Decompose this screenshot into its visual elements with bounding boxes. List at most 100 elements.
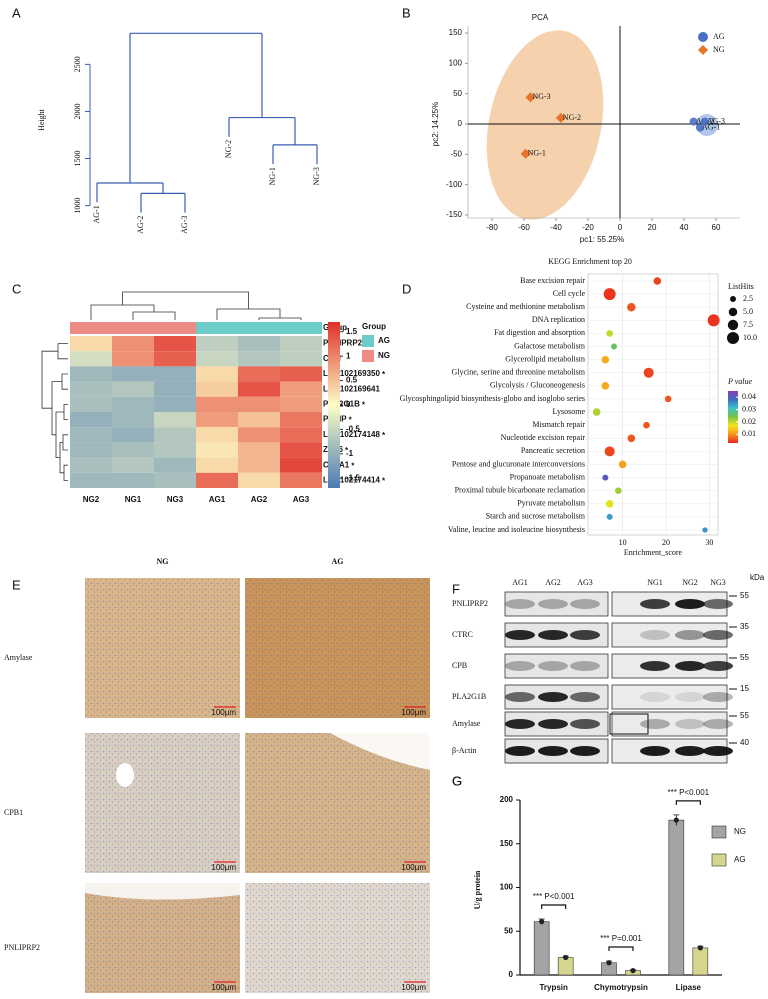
chart-title: PCA (532, 13, 549, 22)
column-label: AG3 (293, 495, 310, 504)
dot (605, 499, 614, 508)
blot-band (505, 661, 535, 671)
ihc-images (85, 578, 430, 993)
dot (606, 330, 613, 337)
x-axis-label: Enrichment_score (624, 548, 683, 557)
category-label: Galactose metabolism (514, 341, 586, 350)
blot-band (640, 661, 670, 671)
legend-swatch (711, 825, 727, 839)
scale-bar-label: 100μm (211, 983, 236, 992)
column-label: AG2 (251, 495, 268, 504)
blot-strip (611, 711, 728, 737)
row-label: LOC102174148 (323, 430, 380, 439)
y-tick-label: 1000 (73, 198, 82, 214)
lane-label: AG3 (577, 578, 593, 587)
blot-strip (504, 653, 609, 679)
panel-label-g: G (452, 773, 462, 788)
point-label: NG-3 (532, 92, 550, 101)
colorbar-label: -1 (346, 449, 354, 458)
blot-band (703, 599, 733, 609)
bar (668, 819, 685, 976)
protein-label: Amylase (452, 719, 481, 728)
column-header: NG (157, 557, 169, 566)
heat-cell (70, 442, 112, 458)
heat-cell (70, 396, 112, 412)
blot-band (538, 599, 568, 609)
heat-cell (238, 457, 280, 473)
heat-cell (70, 366, 112, 382)
heat-cell (112, 351, 154, 367)
size-legend-dot (727, 319, 739, 331)
legend-swatch (362, 350, 374, 362)
row-label: LOC102169350 (323, 369, 380, 378)
dot (601, 382, 610, 390)
heat-cell (238, 442, 280, 458)
significance: * (382, 477, 386, 486)
legend-label: AG (713, 32, 725, 41)
dot (604, 446, 615, 457)
mean-dot (673, 817, 679, 823)
y-tick-label: 150 (500, 839, 514, 848)
protein-label: PNLIPRP2 (452, 599, 488, 608)
y-tick-label: 150 (449, 28, 463, 37)
colorbar (328, 322, 340, 488)
heat-cell (70, 457, 112, 473)
row-label: PLA2G1B (323, 400, 360, 409)
blot-band (640, 599, 670, 609)
category-label: Mismatch repair (532, 420, 585, 429)
blot-band (703, 630, 733, 640)
colorbar-label: 1.5 (346, 327, 358, 336)
significance: * (345, 446, 349, 455)
heat-cell (280, 412, 322, 428)
y-tick-label: 100 (500, 883, 514, 892)
y-tick-label: 0 (509, 970, 514, 979)
heat-cell (238, 472, 280, 488)
blot-strip (611, 684, 728, 710)
colorbar-label: 1 (346, 351, 351, 360)
row-label: Amylase (4, 653, 33, 662)
scale-bar-label: 100μm (401, 983, 426, 992)
colorbar (728, 391, 738, 443)
column-label: AG1 (209, 495, 226, 504)
heat-cell (154, 427, 196, 443)
annotation: *** P<0.001 (533, 892, 575, 901)
heat-cell (280, 442, 322, 458)
x-tick-label: 20 (648, 223, 657, 232)
x-tick-label: 30 (705, 538, 713, 547)
annotation: *** P=0.001 (600, 934, 642, 943)
blot-band (640, 746, 670, 756)
kda-label: 15 (740, 684, 749, 693)
leaf-label: NG-1 (268, 167, 277, 185)
blot-band (675, 630, 705, 640)
lane-label: NG2 (682, 578, 698, 587)
blot-band (505, 746, 535, 756)
heat-cell (112, 336, 154, 352)
heat-cell (196, 427, 238, 443)
blot-band (640, 692, 670, 702)
heat-cell (196, 381, 238, 397)
y-tick-label: 1500 (73, 151, 82, 167)
heat-cell (154, 472, 196, 488)
dot (643, 367, 654, 378)
significance-bracket (675, 800, 701, 805)
heat-cell (112, 396, 154, 412)
row-label: LOC102169641 (323, 384, 380, 393)
blot-band (538, 661, 568, 671)
colorbar-label: 0.02 (742, 417, 756, 426)
point-label: NG-1 (528, 149, 546, 158)
lane-label: AG2 (545, 578, 561, 587)
x-tick-label: 20 (662, 538, 670, 547)
size-legend-label: 10.0 (743, 333, 757, 342)
column-header: AG (332, 557, 344, 566)
color-legend-title: P value (727, 377, 753, 386)
blot-band (505, 599, 535, 609)
size-legend-label: 5.0 (743, 307, 753, 316)
row-label: PNLIPRP2 (4, 943, 40, 952)
group-cell (238, 322, 280, 334)
lane-label: NG1 (647, 578, 663, 587)
category-label: Glycine, serine and threonine metabolism (451, 368, 585, 377)
point (700, 117, 709, 126)
panel-label: C (12, 281, 21, 296)
panel-label: E (12, 577, 21, 592)
blot-band (703, 692, 733, 702)
